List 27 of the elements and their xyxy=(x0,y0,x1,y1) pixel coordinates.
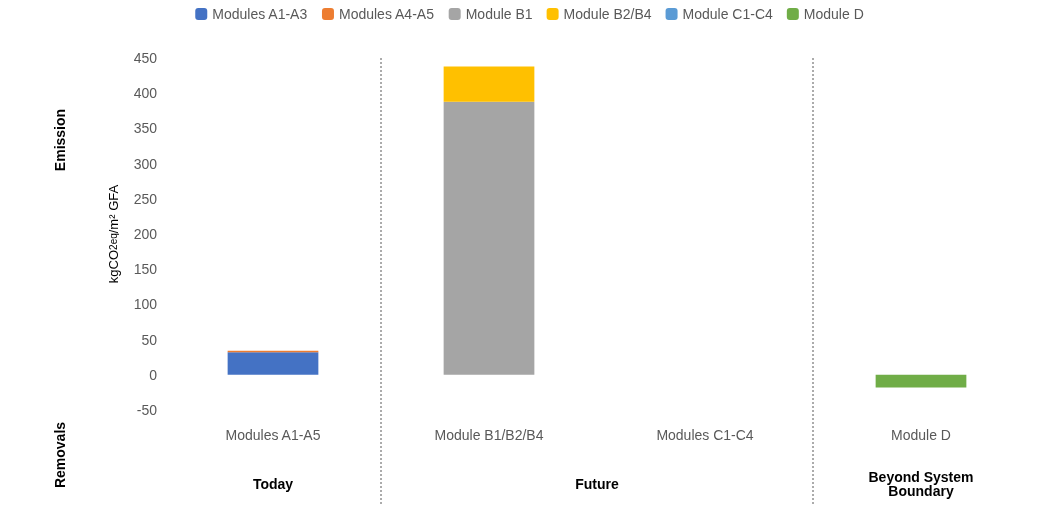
legend-label: Module D xyxy=(803,6,864,22)
y-tick-label: 400 xyxy=(133,85,158,102)
y-tick-label: 450 xyxy=(133,50,158,66)
y-tick-label: 150 xyxy=(133,261,158,278)
text: Future xyxy=(575,476,619,492)
text: Emission xyxy=(52,108,68,172)
legend-label: Module B2/B4 xyxy=(563,6,652,22)
y-tick-label: 0 xyxy=(149,366,158,383)
text: Beyond System Boundary xyxy=(868,469,974,499)
legend-label: Modules A1-A3 xyxy=(212,6,308,22)
x-tick-label: Modules C1-C4 xyxy=(656,427,754,443)
y-tick-label: -50 xyxy=(136,402,158,418)
y-tick-label: 350 xyxy=(133,120,158,137)
legend-label: Modules A4-A5 xyxy=(338,6,435,22)
text: Removals xyxy=(52,421,68,489)
y-tick-label: 200 xyxy=(133,226,158,242)
x-tick-label: Module B1/B2/B4 xyxy=(434,427,544,443)
y-axis-title: kgCO2eq/m² GFA xyxy=(106,184,121,284)
y-tick-label: 100 xyxy=(133,296,158,313)
y-tick-label: 300 xyxy=(133,155,158,172)
text: Today xyxy=(252,476,294,492)
x-tick-label: Modules A1-A5 xyxy=(225,427,321,443)
x-tick-label: Module D xyxy=(891,427,951,443)
y-tick-label: 50 xyxy=(141,331,158,348)
legend-label: Module C1-C4 xyxy=(682,6,774,22)
legend-label: Module B1 xyxy=(465,6,533,22)
y-tick-label: 250 xyxy=(133,190,158,207)
